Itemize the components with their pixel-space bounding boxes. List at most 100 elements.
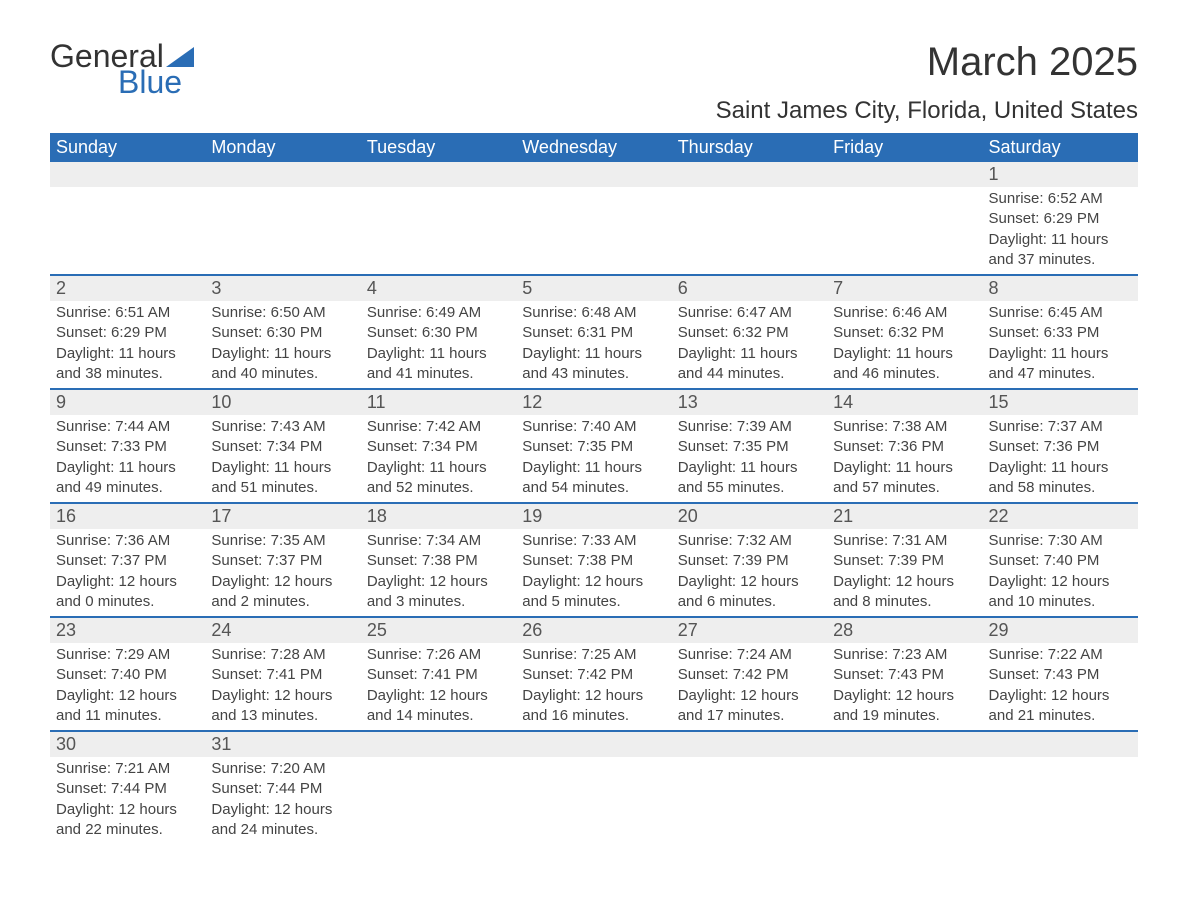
calendar-cell: 24Sunrise: 7:28 AMSunset: 7:41 PMDayligh… (205, 617, 360, 731)
day-number: 1 (983, 162, 1138, 187)
day-number: 17 (205, 504, 360, 529)
day-data: Sunrise: 6:52 AMSunset: 6:29 PMDaylight:… (983, 187, 1138, 274)
day-data: Sunrise: 6:49 AMSunset: 6:30 PMDaylight:… (361, 301, 516, 388)
calendar-cell: 25Sunrise: 7:26 AMSunset: 7:41 PMDayligh… (361, 617, 516, 731)
day-number: 4 (361, 276, 516, 301)
calendar-cell (516, 162, 671, 275)
sunrise-line: Sunrise: 7:35 AM (211, 531, 354, 551)
day-data (361, 187, 516, 213)
sunset-line: Sunset: 7:42 PM (522, 665, 665, 685)
day-data: Sunrise: 7:23 AMSunset: 7:43 PMDaylight:… (827, 643, 982, 730)
sunrise-line: Sunrise: 7:33 AM (522, 531, 665, 551)
sunrise-line: Sunrise: 7:23 AM (833, 645, 976, 665)
day-number: 25 (361, 618, 516, 643)
daylight-line: Daylight: 12 hours (989, 572, 1132, 592)
daylight-line: Daylight: 12 hours (833, 572, 976, 592)
day-number: 9 (50, 390, 205, 415)
day-data: Sunrise: 7:21 AMSunset: 7:44 PMDaylight:… (50, 757, 205, 844)
logo-text-blue: Blue (118, 66, 194, 98)
sunrise-line: Sunrise: 7:37 AM (989, 417, 1132, 437)
daylight-line2: and 57 minutes. (833, 478, 976, 498)
daylight-line2: and 3 minutes. (367, 592, 510, 612)
day-header: Wednesday (516, 133, 671, 162)
daylight-line2: and 11 minutes. (56, 706, 199, 726)
sunset-line: Sunset: 7:34 PM (211, 437, 354, 457)
sunset-line: Sunset: 6:29 PM (989, 209, 1132, 229)
day-number: 13 (672, 390, 827, 415)
calendar-cell: 13Sunrise: 7:39 AMSunset: 7:35 PMDayligh… (672, 389, 827, 503)
sunrise-line: Sunrise: 7:34 AM (367, 531, 510, 551)
calendar-cell (983, 731, 1138, 844)
daylight-line: Daylight: 11 hours (989, 344, 1132, 364)
sunset-line: Sunset: 7:43 PM (989, 665, 1132, 685)
daylight-line2: and 37 minutes. (989, 250, 1132, 270)
day-data: Sunrise: 7:35 AMSunset: 7:37 PMDaylight:… (205, 529, 360, 616)
calendar-cell: 16Sunrise: 7:36 AMSunset: 7:37 PMDayligh… (50, 503, 205, 617)
sunset-line: Sunset: 7:34 PM (367, 437, 510, 457)
sunrise-line: Sunrise: 7:28 AM (211, 645, 354, 665)
day-data: Sunrise: 6:45 AMSunset: 6:33 PMDaylight:… (983, 301, 1138, 388)
calendar-cell: 14Sunrise: 7:38 AMSunset: 7:36 PMDayligh… (827, 389, 982, 503)
day-number: 8 (983, 276, 1138, 301)
day-number: 15 (983, 390, 1138, 415)
sunrise-line: Sunrise: 7:21 AM (56, 759, 199, 779)
calendar-table: Sunday Monday Tuesday Wednesday Thursday… (50, 133, 1138, 844)
sunrise-line: Sunrise: 7:42 AM (367, 417, 510, 437)
day-data: Sunrise: 7:22 AMSunset: 7:43 PMDaylight:… (983, 643, 1138, 730)
sunrise-line: Sunrise: 7:22 AM (989, 645, 1132, 665)
day-data: Sunrise: 6:50 AMSunset: 6:30 PMDaylight:… (205, 301, 360, 388)
calendar-week-row: 9Sunrise: 7:44 AMSunset: 7:33 PMDaylight… (50, 389, 1138, 503)
sunrise-line: Sunrise: 7:38 AM (833, 417, 976, 437)
sunset-line: Sunset: 7:44 PM (56, 779, 199, 799)
day-data: Sunrise: 7:28 AMSunset: 7:41 PMDaylight:… (205, 643, 360, 730)
day-number: 21 (827, 504, 982, 529)
day-number (827, 162, 982, 187)
sunset-line: Sunset: 6:30 PM (211, 323, 354, 343)
daylight-line: Daylight: 11 hours (367, 458, 510, 478)
day-number: 19 (516, 504, 671, 529)
sunset-line: Sunset: 7:36 PM (833, 437, 976, 457)
sunrise-line: Sunrise: 6:50 AM (211, 303, 354, 323)
sunset-line: Sunset: 6:29 PM (56, 323, 199, 343)
day-number (205, 162, 360, 187)
calendar-week-row: 30Sunrise: 7:21 AMSunset: 7:44 PMDayligh… (50, 731, 1138, 844)
daylight-line: Daylight: 12 hours (833, 686, 976, 706)
daylight-line2: and 24 minutes. (211, 820, 354, 840)
calendar-cell: 27Sunrise: 7:24 AMSunset: 7:42 PMDayligh… (672, 617, 827, 731)
day-data: Sunrise: 7:43 AMSunset: 7:34 PMDaylight:… (205, 415, 360, 502)
daylight-line: Daylight: 12 hours (56, 800, 199, 820)
sunset-line: Sunset: 7:41 PM (211, 665, 354, 685)
calendar-cell: 23Sunrise: 7:29 AMSunset: 7:40 PMDayligh… (50, 617, 205, 731)
sunrise-line: Sunrise: 7:31 AM (833, 531, 976, 551)
calendar-cell (516, 731, 671, 844)
logo: General Blue (50, 40, 194, 98)
daylight-line2: and 22 minutes. (56, 820, 199, 840)
day-header: Monday (205, 133, 360, 162)
sunrise-line: Sunrise: 7:40 AM (522, 417, 665, 437)
sunrise-line: Sunrise: 7:44 AM (56, 417, 199, 437)
day-data: Sunrise: 7:20 AMSunset: 7:44 PMDaylight:… (205, 757, 360, 844)
day-number: 5 (516, 276, 671, 301)
calendar-week-row: 2Sunrise: 6:51 AMSunset: 6:29 PMDaylight… (50, 275, 1138, 389)
day-header: Thursday (672, 133, 827, 162)
title-block: March 2025 Saint James City, Florida, Un… (716, 40, 1138, 125)
day-data (516, 757, 671, 783)
sunrise-line: Sunrise: 7:25 AM (522, 645, 665, 665)
day-number: 12 (516, 390, 671, 415)
calendar-cell: 19Sunrise: 7:33 AMSunset: 7:38 PMDayligh… (516, 503, 671, 617)
daylight-line2: and 41 minutes. (367, 364, 510, 384)
daylight-line: Daylight: 11 hours (211, 458, 354, 478)
calendar-cell: 12Sunrise: 7:40 AMSunset: 7:35 PMDayligh… (516, 389, 671, 503)
sunset-line: Sunset: 6:31 PM (522, 323, 665, 343)
calendar-body: 1Sunrise: 6:52 AMSunset: 6:29 PMDaylight… (50, 162, 1138, 844)
sunrise-line: Sunrise: 7:20 AM (211, 759, 354, 779)
month-title: March 2025 (716, 40, 1138, 85)
header: General Blue March 2025 Saint James City… (50, 40, 1138, 125)
daylight-line2: and 2 minutes. (211, 592, 354, 612)
daylight-line2: and 16 minutes. (522, 706, 665, 726)
daylight-line2: and 43 minutes. (522, 364, 665, 384)
daylight-line: Daylight: 12 hours (678, 572, 821, 592)
sunrise-line: Sunrise: 7:32 AM (678, 531, 821, 551)
daylight-line: Daylight: 11 hours (989, 230, 1132, 250)
daylight-line: Daylight: 12 hours (211, 572, 354, 592)
